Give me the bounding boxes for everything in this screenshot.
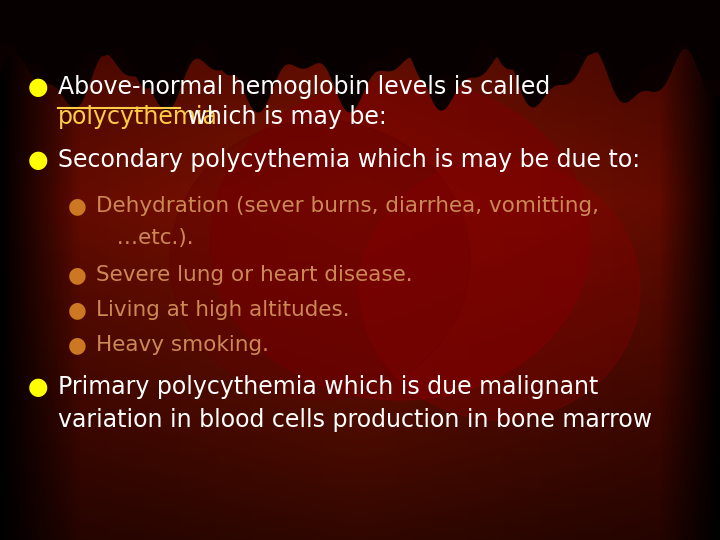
Ellipse shape xyxy=(360,160,640,420)
Text: polycythemia: polycythemia xyxy=(58,105,218,129)
Ellipse shape xyxy=(210,80,590,400)
Text: which is may be:: which is may be: xyxy=(181,105,387,129)
Text: ●: ● xyxy=(68,300,86,320)
Text: ●: ● xyxy=(28,75,49,99)
Text: ●: ● xyxy=(68,335,86,355)
Text: ●: ● xyxy=(68,265,86,285)
Text: ●: ● xyxy=(28,148,49,172)
Text: variation in blood cells production in bone marrow: variation in blood cells production in b… xyxy=(58,408,652,432)
Text: ●: ● xyxy=(68,196,86,216)
Text: Above-normal hemoglobin levels is called: Above-normal hemoglobin levels is called xyxy=(58,75,550,99)
Text: Heavy smoking.: Heavy smoking. xyxy=(96,335,269,355)
Text: Dehydration (sever burns, diarrhea, vomitting,: Dehydration (sever burns, diarrhea, vomi… xyxy=(96,196,599,216)
Text: ●: ● xyxy=(28,375,49,399)
Text: Severe lung or heart disease.: Severe lung or heart disease. xyxy=(96,265,413,285)
Ellipse shape xyxy=(170,120,470,400)
Text: …etc.).: …etc.). xyxy=(96,228,194,248)
Text: Primary polycythemia which is due malignant: Primary polycythemia which is due malign… xyxy=(58,375,598,399)
Text: Living at high altitudes.: Living at high altitudes. xyxy=(96,300,350,320)
Text: Secondary polycythemia which is may be due to:: Secondary polycythemia which is may be d… xyxy=(58,148,640,172)
